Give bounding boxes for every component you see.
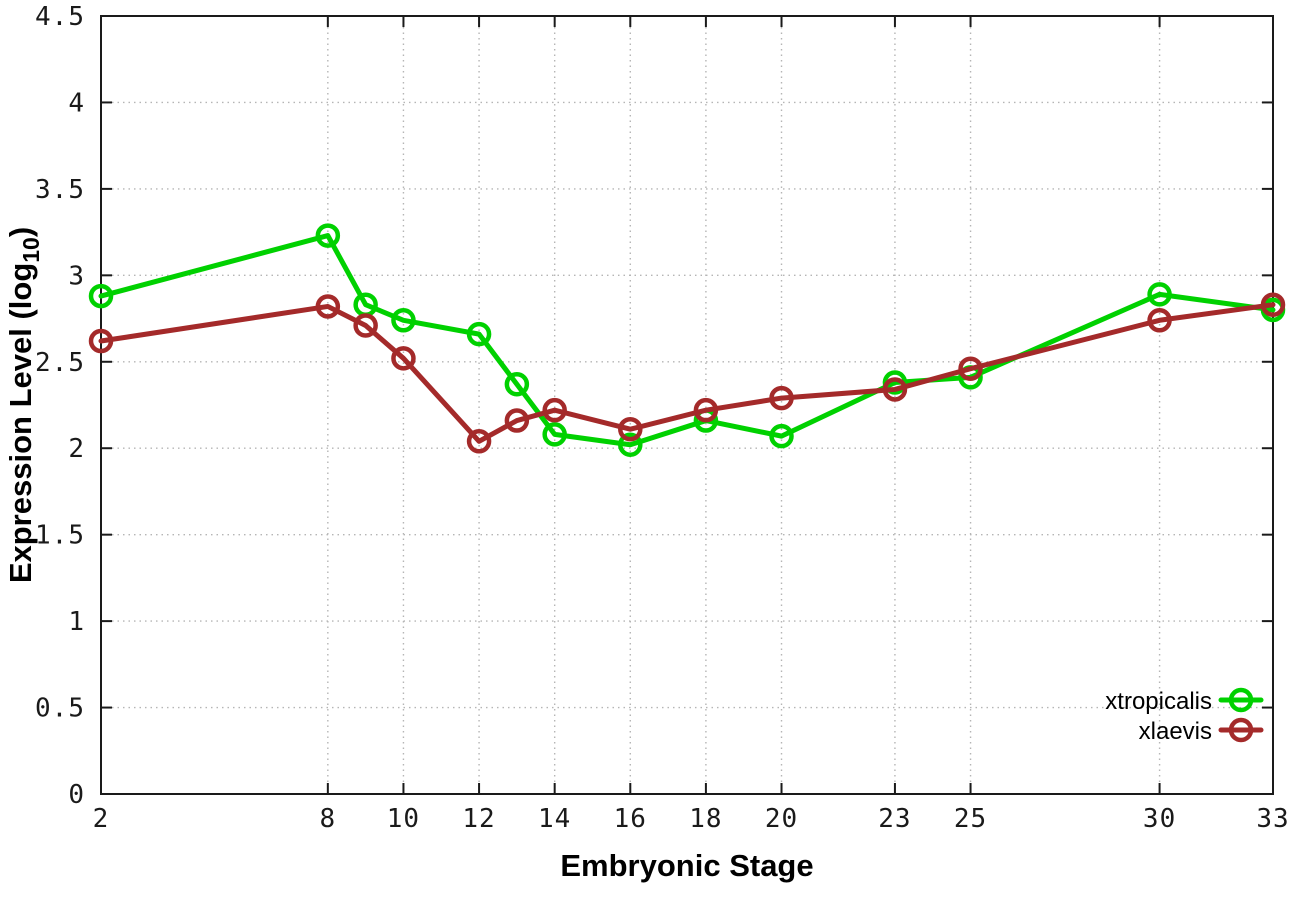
x-tick-label: 18 [689, 804, 722, 834]
x-tick-label: 2 [93, 804, 110, 834]
data-point-marker [1260, 292, 1286, 317]
y-tick-label: 0 [68, 780, 85, 810]
y-tick-label: 3 [68, 261, 85, 291]
series-xtropicalis [88, 223, 1286, 458]
x-tick-label: 33 [1256, 804, 1289, 834]
x-axis-title: Embryonic Stage [560, 848, 813, 883]
data-point-marker [1147, 308, 1172, 333]
x-tick-label: 12 [462, 804, 495, 834]
y-tick-label: 4.5 [35, 2, 85, 32]
data-point-marker [882, 377, 908, 402]
data-point-marker [391, 346, 416, 371]
legend-entry-xlaevis: xlaevis [1139, 717, 1264, 745]
x-tick-label: 16 [614, 804, 647, 834]
data-point-marker [391, 308, 416, 333]
data-point-marker [542, 397, 567, 423]
data-point-marker [315, 294, 341, 319]
legend-marker [1228, 687, 1254, 713]
legend: xtropicalis xlaevis [1105, 687, 1264, 745]
series-xlaevis [88, 292, 1286, 454]
x-tick-label: 20 [765, 804, 798, 834]
data-point-marker [88, 328, 114, 354]
legend-label: xlaevis [1139, 718, 1212, 745]
data-point-marker [542, 422, 567, 447]
data-point-marker [88, 283, 114, 309]
data-point-marker [353, 313, 378, 338]
data-point-marker [769, 423, 794, 449]
x-tick-label: 10 [387, 804, 420, 834]
y-tick-label: 1.5 [35, 521, 85, 551]
data-point-marker [315, 223, 341, 248]
tick-marks [100, 15, 1274, 795]
data-point-marker [693, 397, 719, 423]
data-point-marker [618, 432, 643, 458]
x-tick-label: 14 [538, 804, 571, 834]
series-line [98, 302, 1276, 444]
y-axis-title: Expression Level (log10) [3, 227, 44, 583]
x-tick-label: 23 [878, 804, 911, 834]
y-tick-label: 0.5 [35, 694, 85, 724]
data-point-marker [618, 416, 643, 442]
y-tick-label: 4 [68, 88, 85, 118]
data-point-marker [466, 429, 492, 454]
legend-entry-xtropicalis: xtropicalis [1105, 687, 1264, 715]
plot-border [100, 15, 1274, 795]
x-tick-label: 25 [954, 804, 987, 834]
x-tick-label: 8 [320, 804, 337, 834]
y-tick-label: 1 [68, 607, 85, 637]
y-tick-label: 2 [68, 434, 85, 464]
data-point-marker [504, 408, 530, 433]
x-tick-label: 30 [1143, 804, 1176, 834]
legend-marker [1228, 717, 1254, 743]
data-point-marker [504, 372, 530, 397]
data-point-marker [1147, 282, 1172, 307]
y-tick-label: 3.5 [35, 175, 85, 205]
gridlines [101, 16, 1273, 794]
series-line [98, 233, 1276, 448]
legend-label: xtropicalis [1105, 688, 1212, 715]
data-point-marker [958, 356, 983, 381]
y-tick-label: 2.5 [35, 348, 85, 378]
data-point-marker [466, 321, 492, 347]
data-point-marker [769, 385, 794, 411]
